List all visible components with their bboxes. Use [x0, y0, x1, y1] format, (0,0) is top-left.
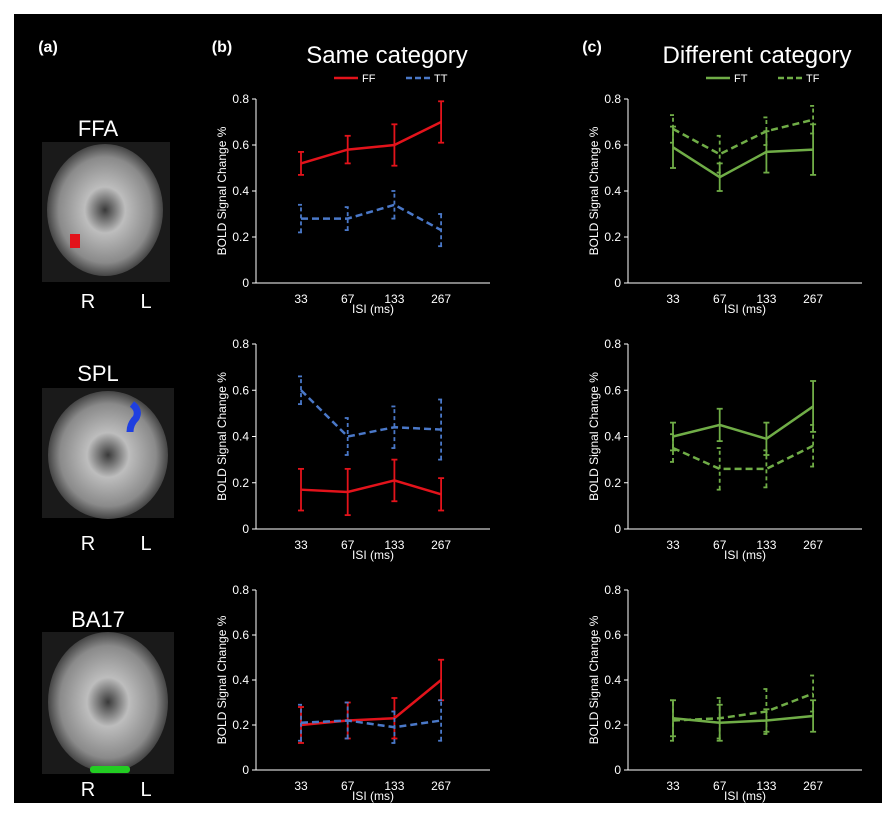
y-tick-label: 0 — [614, 276, 621, 290]
region-name: BA17 — [71, 607, 125, 632]
y-tick-label: 0.6 — [232, 383, 249, 397]
y-tick-label: 0.8 — [604, 337, 621, 351]
y-tick-label: 0.8 — [604, 92, 621, 106]
y-tick-label: 0.2 — [604, 230, 621, 244]
x-tick-label: 33 — [294, 779, 308, 793]
x-tick-label: 33 — [666, 538, 680, 552]
y-tick-label: 0.4 — [232, 184, 249, 198]
y-tick-label: 0.8 — [232, 92, 249, 106]
page: {"figure": {"panel_labels": ["(a)", "(b)… — [0, 0, 896, 820]
y-tick-label: 0 — [242, 522, 249, 536]
y-tick-label: 0.6 — [604, 138, 621, 152]
panel-label: (c) — [582, 39, 602, 56]
legend-label: FF — [362, 73, 376, 85]
y-tick-label: 0.6 — [604, 383, 621, 397]
y-tick-label: 0.2 — [604, 718, 621, 732]
roi-highlight — [70, 234, 80, 248]
legend-label: TT — [434, 73, 448, 85]
y-tick-label: 0.8 — [232, 337, 249, 351]
x-axis-label: ISI (ms) — [724, 548, 766, 562]
y-tick-label: 0 — [614, 763, 621, 777]
x-tick-label: 33 — [294, 538, 308, 552]
figure: (a) (b) (c) Same category Different category… — [0, 0, 896, 815]
y-tick-label: 0.4 — [232, 673, 249, 687]
y-tick-label: 0.2 — [604, 476, 621, 490]
y-tick-label: 0 — [242, 763, 249, 777]
hemisphere-label: L — [140, 533, 151, 555]
x-axis-label: ISI (ms) — [352, 789, 394, 803]
y-axis-label: BOLD Signal Change % — [215, 372, 229, 501]
x-tick-label: 33 — [666, 779, 680, 793]
y-tick-label: 0.4 — [232, 430, 249, 444]
x-tick-label: 267 — [803, 292, 823, 306]
y-tick-label: 0.6 — [232, 628, 249, 642]
y-tick-label: 0.4 — [604, 430, 621, 444]
y-tick-label: 0.8 — [604, 583, 621, 597]
x-axis-label: ISI (ms) — [724, 789, 766, 803]
y-axis-label: BOLD Signal Change % — [215, 615, 229, 744]
panel-label: (a) — [38, 39, 58, 56]
hemisphere-label: R — [81, 533, 95, 555]
y-tick-label: 0 — [614, 522, 621, 536]
hemisphere-label: L — [140, 779, 151, 801]
hemisphere-label: R — [81, 291, 95, 313]
hemisphere-label: R — [81, 779, 95, 801]
x-tick-label: 267 — [431, 779, 451, 793]
x-axis-label: ISI (ms) — [352, 548, 394, 562]
y-tick-label: 0.6 — [232, 138, 249, 152]
roi-highlight — [90, 766, 130, 773]
panel-label: (b) — [212, 39, 232, 56]
x-tick-label: 267 — [431, 292, 451, 306]
x-tick-label: 33 — [666, 292, 680, 306]
hemisphere-label: L — [140, 291, 151, 313]
y-tick-label: 0 — [242, 276, 249, 290]
x-axis-label: ISI (ms) — [352, 302, 394, 316]
y-axis-label: BOLD Signal Change % — [215, 126, 229, 255]
x-axis-label: ISI (ms) — [724, 302, 766, 316]
y-axis-label: BOLD Signal Change % — [587, 615, 601, 744]
brain-image — [47, 144, 163, 276]
region-name: FFA — [78, 116, 119, 141]
y-tick-label: 0.4 — [604, 673, 621, 687]
legend-label: FT — [734, 73, 748, 85]
y-axis-label: BOLD Signal Change % — [587, 126, 601, 255]
x-tick-label: 267 — [431, 538, 451, 552]
y-axis-label: BOLD Signal Change % — [587, 372, 601, 501]
region-name: SPL — [77, 361, 119, 386]
y-tick-label: 0.4 — [604, 184, 621, 198]
brain-image — [48, 391, 168, 519]
y-tick-label: 0.8 — [232, 583, 249, 597]
x-tick-label: 267 — [803, 538, 823, 552]
legend-label: TF — [806, 73, 820, 85]
brain-image — [48, 632, 168, 772]
y-tick-label: 0.2 — [232, 476, 249, 490]
x-tick-label: 33 — [294, 292, 308, 306]
column-title: Different category — [663, 42, 852, 69]
y-tick-label: 0.2 — [232, 230, 249, 244]
y-tick-label: 0.2 — [232, 718, 249, 732]
column-title: Same category — [306, 42, 467, 69]
x-tick-label: 267 — [803, 779, 823, 793]
y-tick-label: 0.6 — [604, 628, 621, 642]
